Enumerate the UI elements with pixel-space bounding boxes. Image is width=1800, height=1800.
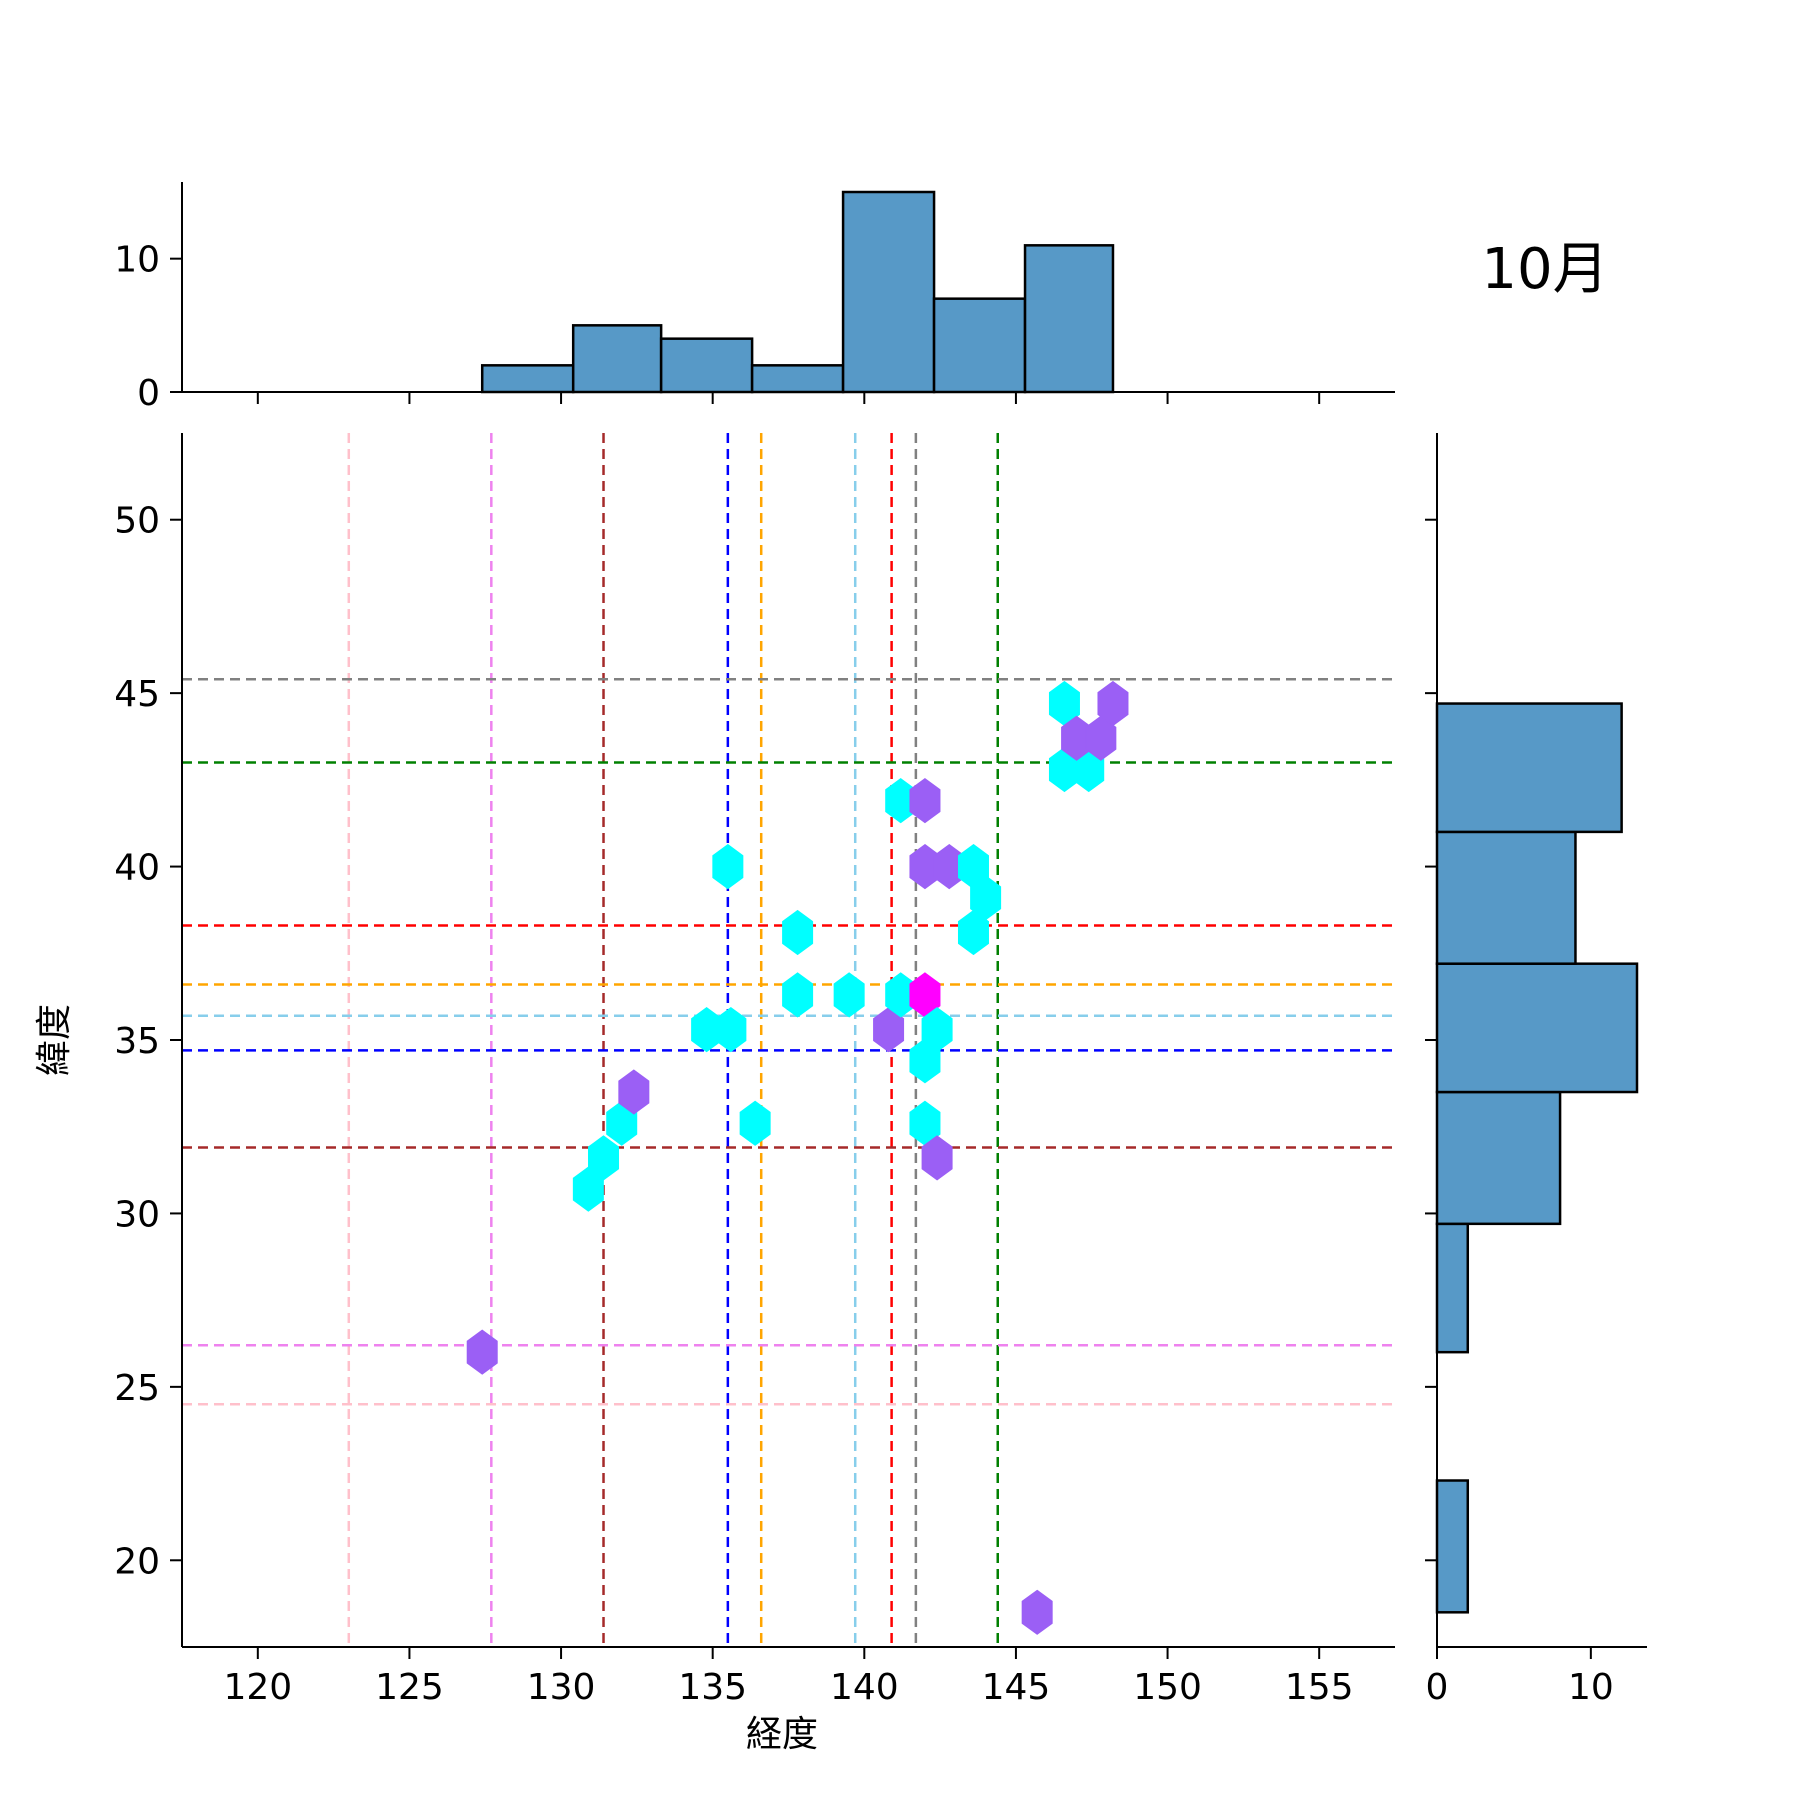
x-tick-label: 135 (678, 1667, 747, 1708)
hexbin-cell (588, 1135, 620, 1181)
right-histogram-bar (1435, 830, 1577, 965)
hexbin-cell (782, 972, 814, 1018)
top-hist-y-tick-label: 0 (137, 373, 160, 414)
axes: 120 125 130 135 140 145 150 155 20 25 30 35 40 45 50 0 1… (114, 182, 1647, 1708)
top-histogram-bar (932, 297, 1027, 394)
hexbin-cell (715, 1006, 747, 1053)
top-histogram-bar (480, 364, 575, 394)
right-histogram-bar (1435, 962, 1639, 1094)
hexbin-cell (466, 1329, 498, 1375)
y-tick-label: 30 (114, 1194, 160, 1235)
right-histogram-bar (1435, 1479, 1470, 1614)
y-tick-label: 50 (114, 501, 160, 542)
y-tick-label: 25 (114, 1368, 160, 1409)
x-axis-label: 経度 (746, 1714, 818, 1755)
y-tick-label: 45 (114, 674, 160, 715)
y-tick-label: 35 (114, 1021, 160, 1062)
hexbin-cell (921, 1135, 953, 1181)
y-tick-label: 20 (114, 1541, 160, 1582)
hexbin-cell (739, 1100, 771, 1146)
hexbin-cell (909, 1038, 941, 1084)
month-title: 10月 (1481, 237, 1608, 302)
top-histogram-bar (1023, 244, 1115, 394)
right-histogram-bar (1435, 1222, 1470, 1354)
right-hist-x-tick-label: 10 (1568, 1667, 1614, 1708)
hexbin-cell (1097, 680, 1129, 727)
hexbin-layer (466, 680, 1129, 1635)
hexbin-cell (1085, 715, 1117, 761)
x-tick-label: 125 (375, 1667, 444, 1708)
x-tick-label: 130 (527, 1667, 596, 1708)
x-tick-label: 140 (830, 1667, 899, 1708)
x-tick-label: 155 (1285, 1667, 1354, 1708)
y-axis-label: 緯度 (34, 1004, 75, 1076)
right-histogram-bar (1435, 702, 1623, 834)
hexbin-cell (1021, 1589, 1053, 1635)
right-histogram-bar (1435, 1090, 1562, 1226)
x-tick-label: 150 (1133, 1667, 1202, 1708)
hexbin-cell (833, 972, 865, 1018)
top-histogram-bar (841, 190, 936, 394)
top-histogram-bar (571, 324, 663, 394)
x-tick-label: 120 (223, 1667, 292, 1708)
right-hist-x-tick-label: 0 (1426, 1667, 1449, 1708)
hexbin-cell (712, 843, 744, 890)
reference-lines (182, 433, 1395, 1647)
top-histogram-bar (659, 337, 754, 394)
x-tick-label: 145 (982, 1667, 1051, 1708)
hexbin-cell (909, 778, 941, 824)
hexbin-cell (873, 1006, 905, 1053)
y-tick-label: 40 (114, 848, 160, 889)
top-marginal-histogram (480, 190, 1115, 394)
top-hist-y-tick-label: 10 (114, 240, 160, 281)
hexbin-cell (957, 909, 989, 956)
hexbin-cell (782, 909, 814, 956)
hexbin-cell (618, 1069, 650, 1115)
right-marginal-histogram (1435, 702, 1639, 1614)
top-histogram-bar (750, 364, 845, 394)
